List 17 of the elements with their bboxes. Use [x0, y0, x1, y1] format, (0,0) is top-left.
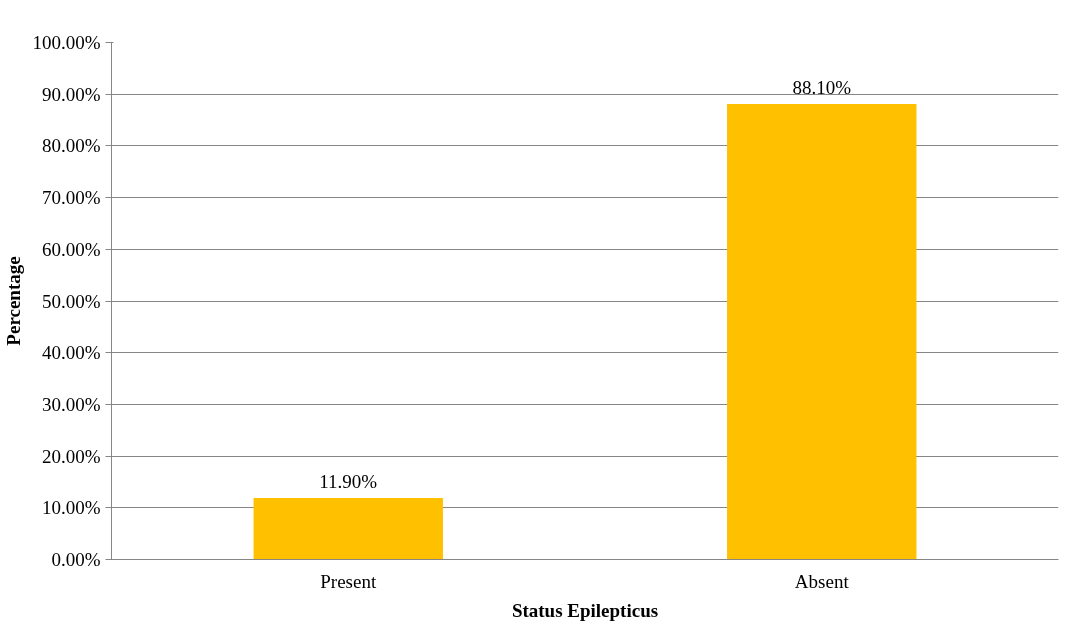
y-tick-label: 10.00% [41, 497, 101, 519]
y-tick-label: 90.00% [41, 83, 101, 105]
x-tick-label: Present [320, 570, 377, 592]
y-tick-label: 60.00% [41, 238, 101, 260]
y-tick-label: 0.00% [51, 549, 101, 570]
y-tick-label: 30.00% [41, 393, 101, 415]
y-tick-label: 20.00% [41, 445, 101, 467]
data-label: 11.90% [319, 470, 378, 492]
x-tick-label: Absent [794, 570, 850, 592]
y-tick-label: 50.00% [41, 290, 101, 312]
y-tick-label: 70.00% [41, 187, 101, 209]
y-tick-label: 80.00% [41, 135, 101, 157]
x-axis-title: Status Epilepticus [511, 599, 659, 621]
data-label: 88.10% [792, 77, 852, 99]
y-tick-label: 100.00% [32, 32, 101, 53]
y-axis-title: Percentage [3, 256, 25, 346]
y-tick-label: 40.00% [41, 342, 101, 364]
